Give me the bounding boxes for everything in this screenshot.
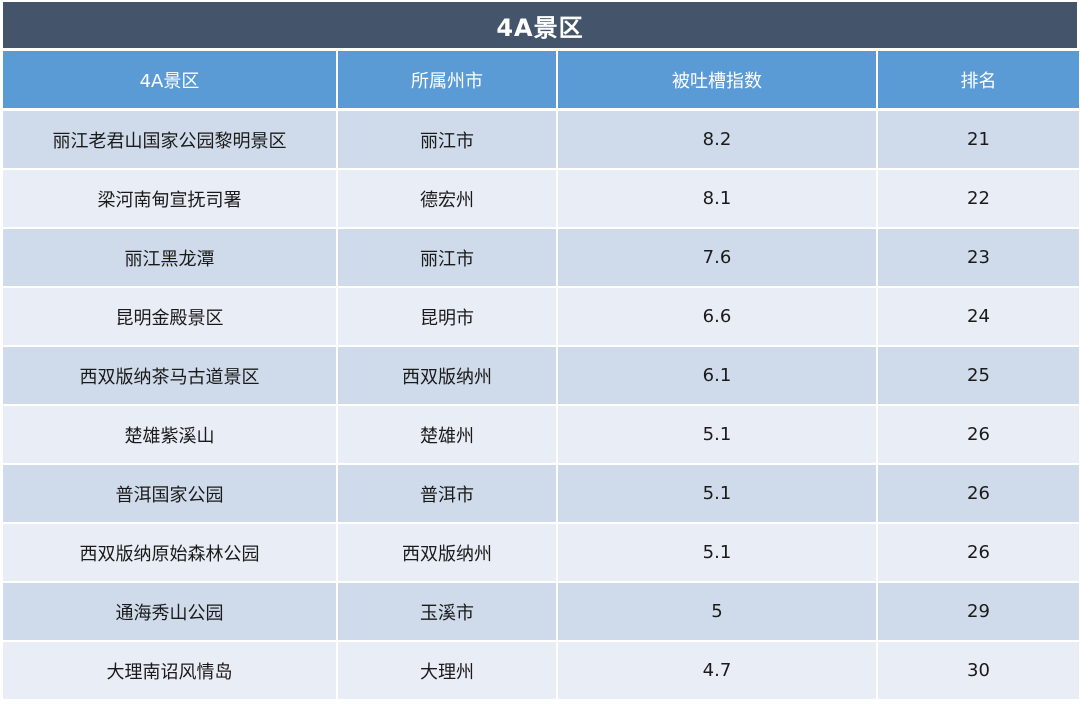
cell-complaint-index: 7.6: [558, 227, 878, 286]
column-header-rank: 排名: [878, 51, 1079, 108]
table-row: 西双版纳原始森林公园 西双版纳州 5.1 26: [3, 522, 1079, 581]
table-row: 西双版纳茶马古道景区 西双版纳州 6.1 25: [3, 345, 1079, 404]
cell-scenic-area: 大理南诏风情岛: [3, 640, 338, 699]
cell-rank: 29: [878, 581, 1079, 640]
cell-complaint-index: 8.1: [558, 168, 878, 227]
cell-city: 西双版纳州: [338, 345, 558, 404]
cell-city: 玉溪市: [338, 581, 558, 640]
header-row: 4A景区 所属州市 被吐槽指数 排名: [3, 51, 1079, 108]
cell-city: 楚雄州: [338, 404, 558, 463]
cell-complaint-index: 6.6: [558, 286, 878, 345]
table-row: 大理南诏风情岛 大理州 4.7 30: [3, 640, 1079, 699]
cell-scenic-area: 通海秀山公园: [3, 581, 338, 640]
cell-complaint-index: 6.1: [558, 345, 878, 404]
cell-city: 丽江市: [338, 108, 558, 168]
cell-rank: 22: [878, 168, 1079, 227]
cell-complaint-index: 4.7: [558, 640, 878, 699]
cell-scenic-area: 普洱国家公园: [3, 463, 338, 522]
cell-scenic-area: 西双版纳茶马古道景区: [3, 345, 338, 404]
cell-complaint-index: 5.1: [558, 463, 878, 522]
cell-rank: 30: [878, 640, 1079, 699]
cell-scenic-area: 丽江黑龙潭: [3, 227, 338, 286]
cell-scenic-area: 西双版纳原始森林公园: [3, 522, 338, 581]
cell-rank: 26: [878, 463, 1079, 522]
table-row: 丽江黑龙潭 丽江市 7.6 23: [3, 227, 1079, 286]
cell-complaint-index: 5: [558, 581, 878, 640]
cell-scenic-area: 楚雄紫溪山: [3, 404, 338, 463]
table-row: 梁河南甸宣抚司署 德宏州 8.1 22: [3, 168, 1079, 227]
scenic-ranking-table: 4A景区 所属州市 被吐槽指数 排名 丽江老君山国家公园黎明景区 丽江市 8.2…: [3, 51, 1079, 699]
cell-rank: 23: [878, 227, 1079, 286]
cell-scenic-area: 昆明金殿景区: [3, 286, 338, 345]
cell-city: 昆明市: [338, 286, 558, 345]
cell-city: 普洱市: [338, 463, 558, 522]
cell-scenic-area: 丽江老君山国家公园黎明景区: [3, 108, 338, 168]
table-row: 丽江老君山国家公园黎明景区 丽江市 8.2 21: [3, 108, 1079, 168]
cell-rank: 24: [878, 286, 1079, 345]
table-row: 通海秀山公园 玉溪市 5 29: [3, 581, 1079, 640]
cell-city: 丽江市: [338, 227, 558, 286]
column-header-complaint-index: 被吐槽指数: [558, 51, 878, 108]
cell-rank: 21: [878, 108, 1079, 168]
table-row: 楚雄紫溪山 楚雄州 5.1 26: [3, 404, 1079, 463]
column-header-scenic-area: 4A景区: [3, 51, 338, 108]
column-header-city: 所属州市: [338, 51, 558, 108]
cell-complaint-index: 5.1: [558, 522, 878, 581]
cell-rank: 26: [878, 522, 1079, 581]
cell-city: 德宏州: [338, 168, 558, 227]
cell-city: 西双版纳州: [338, 522, 558, 581]
table-title: 4A景区: [3, 2, 1077, 48]
cell-complaint-index: 5.1: [558, 404, 878, 463]
table-row: 普洱国家公园 普洱市 5.1 26: [3, 463, 1079, 522]
cell-rank: 25: [878, 345, 1079, 404]
cell-city: 大理州: [338, 640, 558, 699]
cell-complaint-index: 8.2: [558, 108, 878, 168]
cell-rank: 26: [878, 404, 1079, 463]
cell-scenic-area: 梁河南甸宣抚司署: [3, 168, 338, 227]
table-row: 昆明金殿景区 昆明市 6.6 24: [3, 286, 1079, 345]
